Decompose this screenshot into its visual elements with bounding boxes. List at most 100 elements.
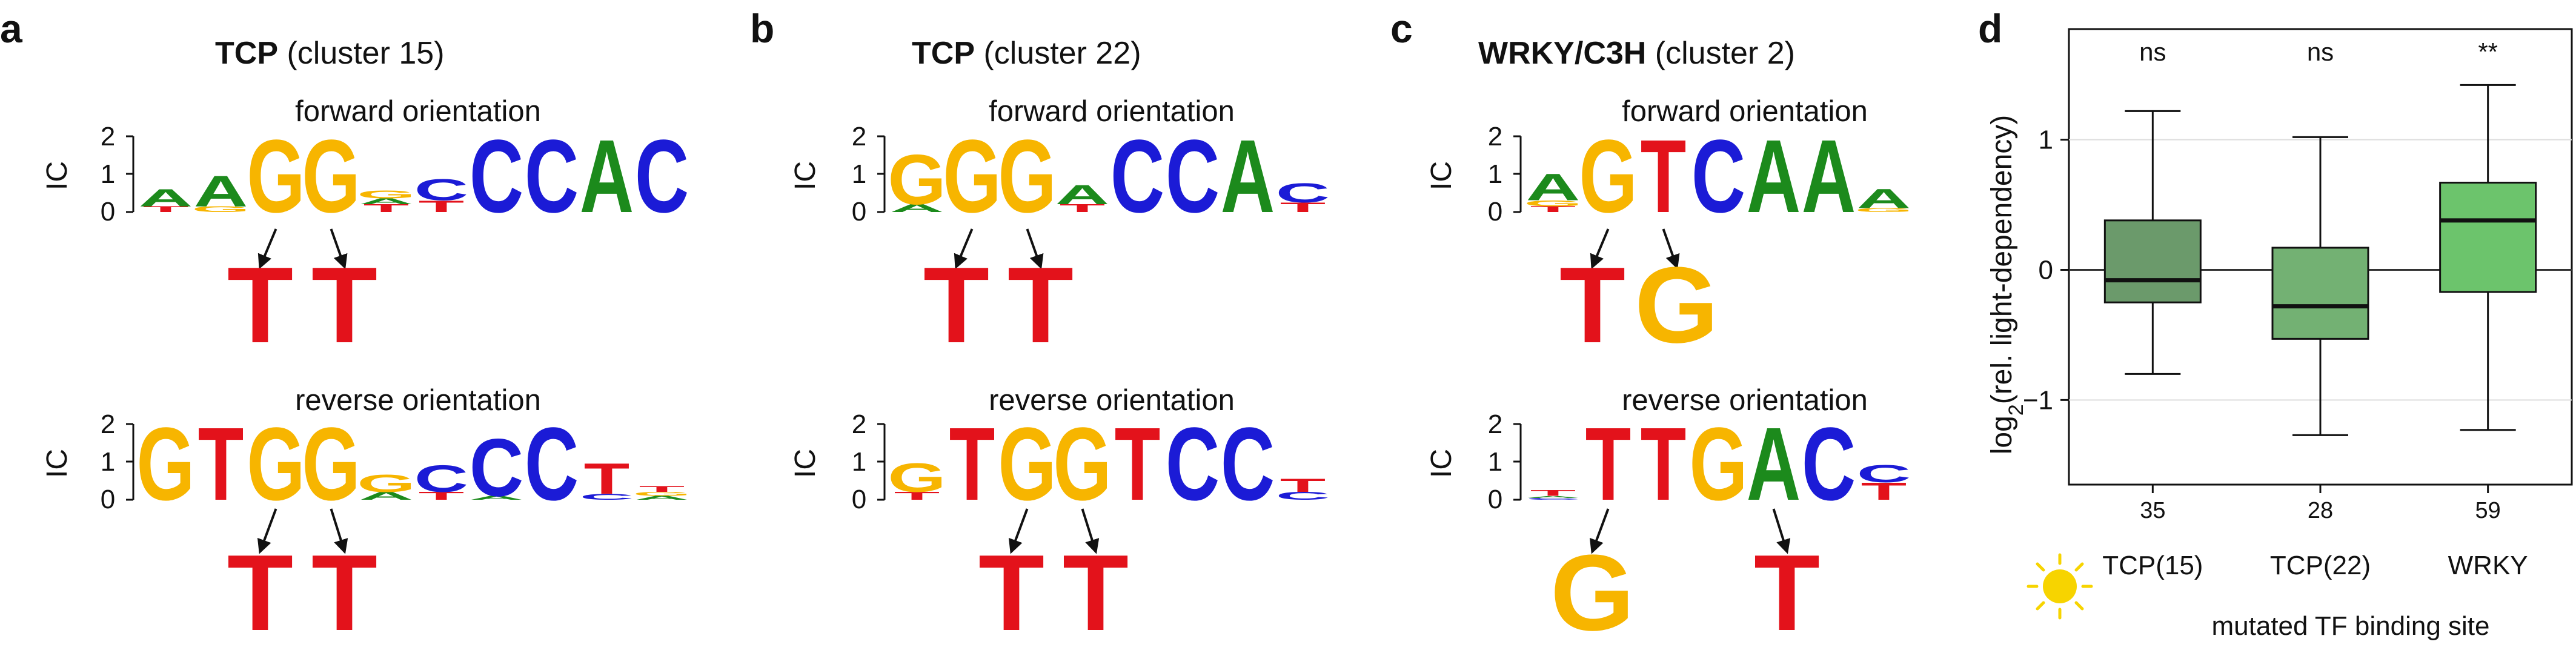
tick-label: 0 bbox=[852, 485, 866, 514]
logo-letter-t: T bbox=[639, 485, 685, 494]
logo-letter-c: C bbox=[414, 173, 468, 207]
y-axis-label-rest: (rel. light-dependency) bbox=[1986, 115, 2018, 405]
mutated-base-g: G bbox=[1550, 532, 1635, 653]
x-tick-label: TCP(22) bbox=[2270, 551, 2371, 580]
logo-letter-a: A bbox=[1857, 184, 1911, 214]
sample-size-label: 35 bbox=[2140, 498, 2165, 523]
logo-letter-t: T bbox=[363, 202, 410, 214]
box bbox=[2439, 182, 2537, 293]
sample-size-label: 59 bbox=[2475, 498, 2501, 523]
panel-title-rest: (cluster 22) bbox=[975, 36, 1141, 71]
box bbox=[2103, 219, 2202, 303]
panel-d: d log2(rel. light-dependency) −1 0 1 ns 35 TC… bbox=[1978, 6, 2573, 641]
logo-letter-c: C bbox=[1857, 460, 1911, 487]
logo-letter-g: G bbox=[357, 469, 415, 497]
logo-letter-g: G bbox=[357, 188, 415, 201]
ic-axis-forward: 2 1 0 bbox=[852, 122, 886, 227]
tick-label: 2 bbox=[852, 122, 866, 151]
logo-letter-g: G bbox=[998, 118, 1056, 234]
y-axis-label-sub: 2 bbox=[2005, 404, 2028, 416]
logo-letter-t: T bbox=[584, 454, 630, 503]
tick-label: 1 bbox=[852, 159, 866, 189]
logo-letter-g: G bbox=[1053, 406, 1111, 522]
logo-letter-a: A bbox=[194, 167, 248, 215]
mutation-arrow bbox=[1026, 228, 1044, 270]
logo-letter-t: T bbox=[143, 205, 189, 214]
mutation-arrow bbox=[1662, 228, 1680, 270]
ic-axis-forward: 2 1 0 bbox=[1488, 122, 1522, 227]
tick-label: 0 bbox=[101, 485, 115, 514]
tick-label: 0 bbox=[1488, 197, 1502, 227]
tick-label: 2 bbox=[1488, 122, 1502, 151]
logo-letter-g: G bbox=[1854, 207, 1913, 213]
logo-letter-c: C bbox=[635, 118, 689, 234]
tick-label: 0 bbox=[852, 197, 866, 227]
panel-a: a TCP (cluster 15) forward orientation r… bbox=[0, 6, 691, 653]
tick-label: 2 bbox=[852, 409, 866, 439]
ic-axis-label: IC bbox=[789, 161, 822, 190]
logo-letter-c: C bbox=[1276, 177, 1330, 208]
tick-label: 2 bbox=[101, 409, 115, 439]
logo-letter-g: G bbox=[1579, 118, 1637, 234]
y-axis-label: log2(rel. light-dependency) bbox=[1986, 115, 2028, 455]
panel-label: d bbox=[1978, 6, 2002, 51]
panel-title: WRKY/C3H (cluster 2) bbox=[1478, 36, 1795, 71]
tick-label: 1 bbox=[1488, 447, 1502, 477]
mutation-arrow bbox=[330, 228, 348, 270]
ic-axis-label: IC bbox=[789, 449, 822, 478]
logo-letter-g: G bbox=[998, 406, 1056, 522]
mutation-arrow bbox=[1590, 228, 1610, 270]
y-axis-label-log: log bbox=[1986, 416, 2018, 454]
panel-title-bold: TCP bbox=[215, 36, 278, 71]
significance-label: ns bbox=[2139, 38, 2166, 66]
logo-letter-a: A bbox=[580, 118, 634, 234]
x-tick-label: TCP(15) bbox=[2102, 551, 2203, 580]
mutated-base-t: T bbox=[227, 532, 293, 653]
logo-letter-t: T bbox=[419, 197, 465, 216]
sample-size-label: 28 bbox=[2308, 498, 2333, 523]
logo-letter-t: T bbox=[894, 490, 940, 502]
logo-letter-g: G bbox=[136, 406, 194, 522]
forward-caption: forward orientation bbox=[295, 95, 541, 128]
panel-title-bold: WRKY/C3H bbox=[1478, 36, 1646, 71]
panel-label: b bbox=[750, 6, 774, 51]
logo-letter-c: C bbox=[1526, 497, 1580, 500]
logo-letter-a: A bbox=[470, 495, 523, 501]
logo-letter-a: A bbox=[139, 184, 193, 211]
logo-letter-c: C bbox=[525, 406, 579, 522]
y-tick-label: 0 bbox=[2039, 255, 2053, 285]
mutation-arrow bbox=[954, 228, 974, 270]
y-tick-label: −1 bbox=[2023, 385, 2053, 415]
mutation-arrow bbox=[257, 508, 277, 554]
logo-letter-a: A bbox=[1055, 179, 1109, 210]
mutated-base-t: T bbox=[227, 244, 293, 365]
logo-letter-t: T bbox=[1530, 488, 1576, 497]
logo-letter-a: A bbox=[1802, 118, 1856, 234]
reverse-caption: reverse orientation bbox=[989, 384, 1235, 417]
tick-label: 0 bbox=[1488, 485, 1502, 514]
logo-letter-t: T bbox=[419, 490, 465, 502]
logo-letter-c: C bbox=[470, 422, 523, 513]
logo-letter-g: G bbox=[247, 406, 305, 522]
logo-letter-c: C bbox=[1166, 118, 1220, 234]
ic-axis-reverse: 2 1 0 bbox=[101, 409, 134, 514]
tick-label: 2 bbox=[1488, 409, 1502, 439]
forward-caption: forward orientation bbox=[989, 95, 1235, 128]
logo-letter-t: T bbox=[198, 406, 244, 522]
mutated-base-t: T bbox=[978, 532, 1044, 653]
ic-axis-label: IC bbox=[41, 161, 73, 190]
logo-letter-a: A bbox=[1526, 165, 1580, 208]
tick-label: 0 bbox=[101, 197, 115, 227]
logo-letter-a: A bbox=[1747, 118, 1801, 234]
mutated-base-g: G bbox=[1635, 244, 1719, 365]
logo-letter-t: T bbox=[1280, 475, 1326, 496]
logo-letter-c: C bbox=[1691, 118, 1745, 234]
